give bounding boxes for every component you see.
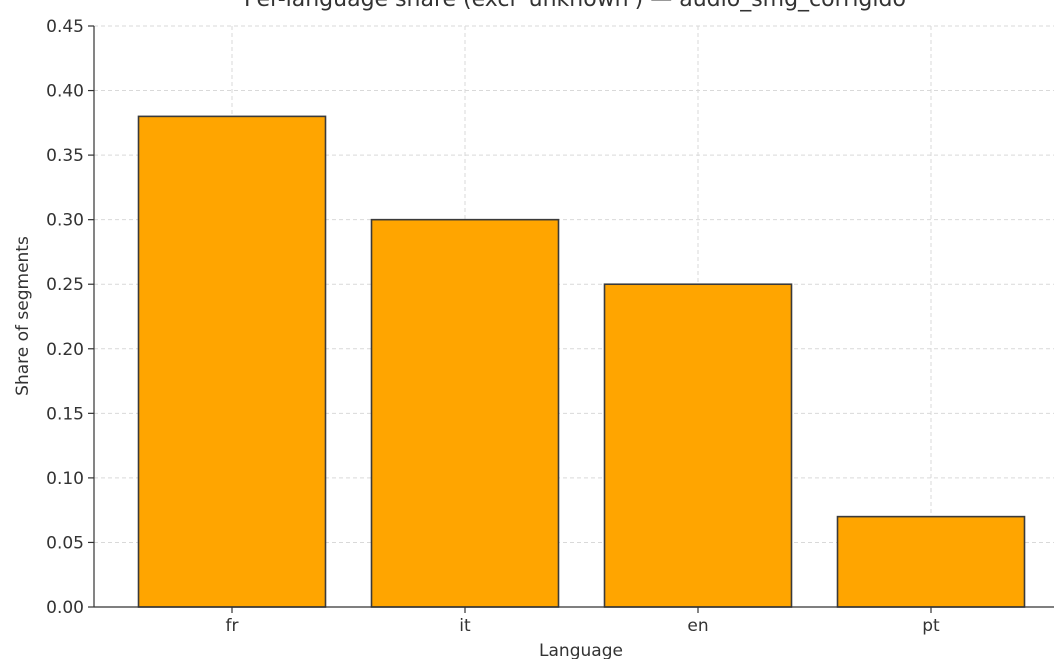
x-ticks: fr it en pt xyxy=(226,607,940,636)
bar-pt xyxy=(836,515,1026,608)
bar-it xyxy=(370,218,560,608)
x-tick-label: it xyxy=(459,616,471,636)
bars xyxy=(137,115,1026,608)
y-tick-label: 0.45 xyxy=(46,17,84,37)
y-tick-label: 0.05 xyxy=(46,533,84,553)
bar-en xyxy=(603,283,793,608)
y-tick-label: 0.10 xyxy=(46,469,84,489)
y-tick-label: 0.25 xyxy=(46,275,84,295)
y-tick-label: 0.00 xyxy=(46,598,84,618)
x-tick-label: fr xyxy=(226,616,239,636)
y-tick-label: 0.30 xyxy=(46,211,84,231)
x-tick-label: pt xyxy=(922,616,940,636)
axes xyxy=(93,26,1054,608)
bar-fr xyxy=(137,115,327,608)
x-axis-label: Language xyxy=(539,641,623,659)
y-tick-label: 0.40 xyxy=(46,82,84,102)
y-tick-label: 0.20 xyxy=(46,340,84,360)
chart-title: Per-language share (excl 'unknown') — au… xyxy=(244,0,906,12)
y-tick-label: 0.15 xyxy=(46,404,84,424)
y-ticks: 0.00 0.05 0.10 0.15 0.20 0.25 0.30 0.35 0.40 0.45 xyxy=(46,17,94,618)
x-tick-label: en xyxy=(687,616,708,636)
y-tick-label: 0.35 xyxy=(46,146,84,166)
y-axis-label: Share of segments xyxy=(13,236,33,396)
